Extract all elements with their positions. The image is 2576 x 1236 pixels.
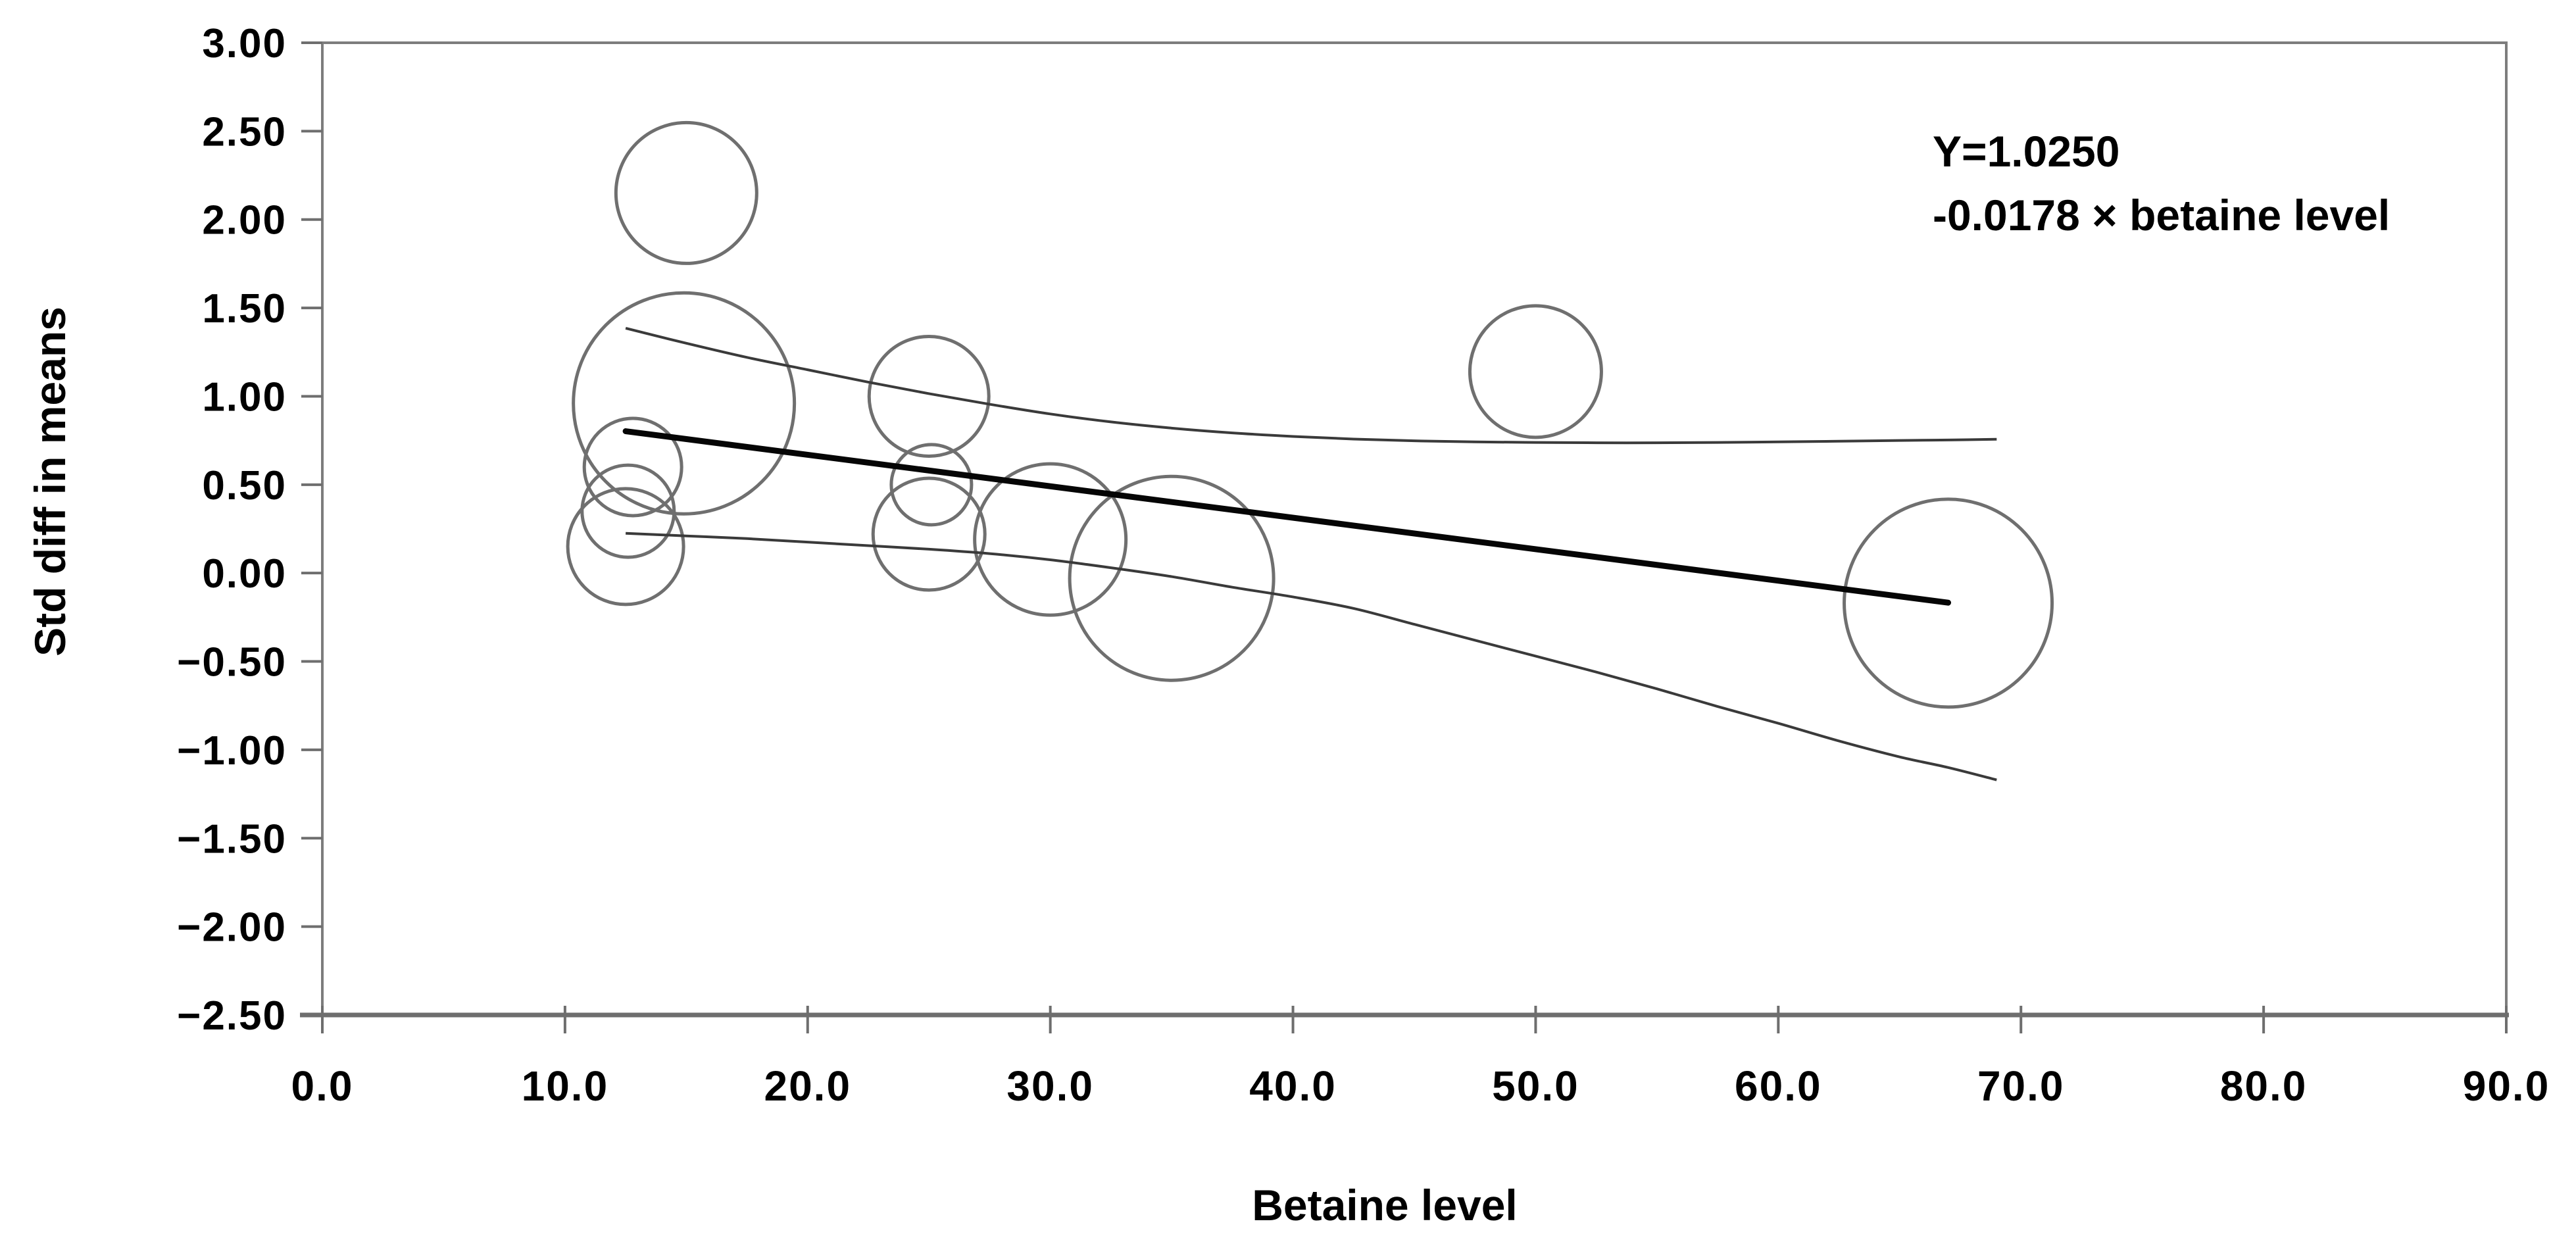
study-bubble bbox=[580, 463, 676, 559]
y-tick-label: 3.00 bbox=[202, 21, 287, 66]
x-tick-label: 40.0 bbox=[1249, 1062, 1337, 1110]
study-bubble bbox=[582, 416, 683, 518]
study-bubble bbox=[614, 120, 758, 265]
y-axis-title: Std diff in means bbox=[26, 307, 74, 656]
y-tick-label: −2.50 bbox=[177, 993, 287, 1039]
x-tick-label: 60.0 bbox=[1735, 1062, 1822, 1110]
ci-lower-curve bbox=[626, 531, 1997, 781]
y-tick-label: −2.00 bbox=[177, 905, 287, 951]
study-bubble bbox=[1843, 497, 2054, 709]
y-tick-label: 1.00 bbox=[202, 374, 287, 420]
equation-line-1: Y=1.0250 bbox=[1933, 127, 2120, 176]
x-tick-label: 10.0 bbox=[522, 1062, 609, 1110]
x-axis-title: Betaine level bbox=[1252, 1181, 1518, 1229]
x-tick-label: 80.0 bbox=[2220, 1062, 2308, 1110]
study-bubble bbox=[973, 462, 1128, 617]
x-tick-label: 70.0 bbox=[1977, 1062, 2065, 1110]
study-bubble bbox=[572, 291, 797, 516]
study-bubble bbox=[566, 487, 685, 606]
study-bubble bbox=[1468, 304, 1603, 439]
regression-equation: Y=1.0250 -0.0178 × betaine level bbox=[1933, 120, 2390, 247]
study-bubble bbox=[889, 443, 974, 527]
y-tick-label: −1.50 bbox=[177, 816, 287, 862]
x-tick-label: 0.0 bbox=[291, 1062, 354, 1110]
x-tick-label: 90.0 bbox=[2463, 1062, 2550, 1110]
regression-line bbox=[622, 428, 1952, 606]
x-tick-label: 30.0 bbox=[1006, 1062, 1094, 1110]
y-tick-label: 1.50 bbox=[202, 286, 287, 332]
study-bubble bbox=[867, 334, 991, 458]
study-bubble bbox=[1068, 474, 1276, 682]
y-tick-label: 2.00 bbox=[202, 198, 287, 243]
y-tick-label: 2.50 bbox=[202, 109, 287, 155]
x-tick-label: 20.0 bbox=[764, 1062, 851, 1110]
equation-line-2: -0.0178 × betaine level bbox=[1933, 191, 2390, 239]
y-tick-label: −0.50 bbox=[177, 640, 287, 685]
study-bubble bbox=[871, 476, 987, 592]
x-tick-label: 50.0 bbox=[1492, 1062, 1579, 1110]
y-tick-label: −1.00 bbox=[177, 728, 287, 774]
y-tick-label: 0.50 bbox=[202, 463, 287, 508]
ci-upper-curve bbox=[625, 327, 1997, 445]
y-tick-label: 0.00 bbox=[202, 551, 287, 597]
